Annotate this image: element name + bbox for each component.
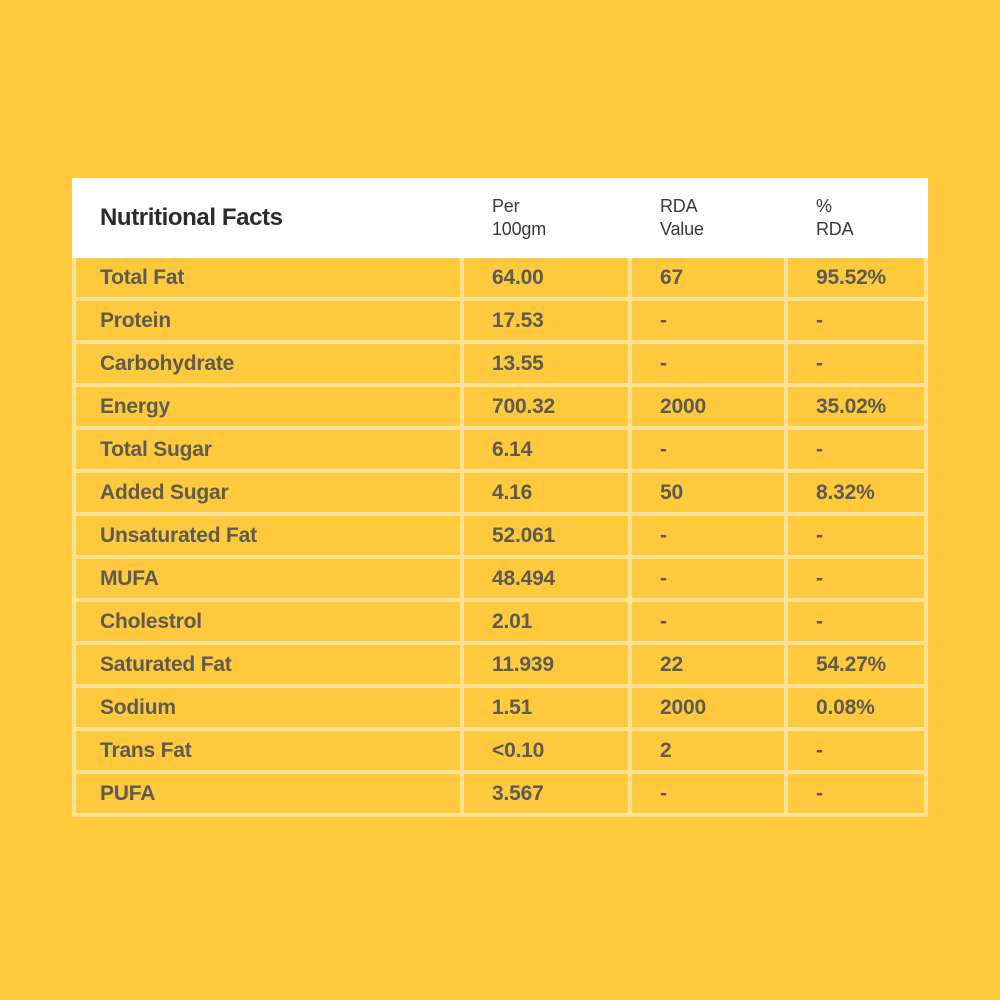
nutrient-label: Total Sugar bbox=[100, 438, 212, 461]
pct-rda-value: - bbox=[784, 344, 924, 383]
pct-rda-value: 0.08% bbox=[784, 688, 924, 727]
column-header-per-100gm: Per 100gm bbox=[464, 178, 632, 258]
rda-value: - bbox=[628, 430, 784, 469]
table-row: Unsaturated Fat 52.061 - - bbox=[76, 516, 924, 559]
per-100gm-value: 17.53 bbox=[460, 301, 628, 340]
rda-value: - bbox=[628, 516, 784, 555]
rda-value: 22 bbox=[628, 645, 784, 684]
nutrient-label: Trans Fat bbox=[100, 739, 192, 762]
per-100gm-value: 48.494 bbox=[460, 559, 628, 598]
table-row: Total Sugar 6.14 - - bbox=[76, 430, 924, 473]
pct-rda-value: 8.32% bbox=[784, 473, 924, 512]
per-100gm-value: 6.14 bbox=[460, 430, 628, 469]
rda-value: - bbox=[628, 301, 784, 340]
pct-rda-value: - bbox=[784, 516, 924, 555]
per-100gm-value: 4.16 bbox=[460, 473, 628, 512]
nutrient-label: Energy bbox=[100, 395, 170, 418]
table-row: PUFA 3.567 - - bbox=[76, 774, 924, 813]
table-row: Trans Fat <0.10 2 - bbox=[76, 731, 924, 774]
table-row: MUFA 48.494 - - bbox=[76, 559, 924, 602]
nutrient-label: Unsaturated Fat bbox=[100, 524, 257, 547]
per-100gm-value: 1.51 bbox=[460, 688, 628, 727]
per-100gm-value: 13.55 bbox=[460, 344, 628, 383]
per-100gm-value: 3.567 bbox=[460, 774, 628, 813]
column-header-line: % bbox=[816, 196, 832, 216]
per-100gm-value: 11.939 bbox=[460, 645, 628, 684]
rda-value: 2000 bbox=[628, 688, 784, 727]
pct-rda-value: 35.02% bbox=[784, 387, 924, 426]
table-title: Nutritional Facts bbox=[100, 204, 283, 231]
table-row: Total Fat 64.00 67 95.52% bbox=[76, 258, 924, 301]
per-100gm-value: 64.00 bbox=[460, 258, 628, 297]
pct-rda-value: - bbox=[784, 301, 924, 340]
rda-value: 2 bbox=[628, 731, 784, 770]
nutrient-label: Sodium bbox=[100, 696, 176, 719]
rda-value: 67 bbox=[628, 258, 784, 297]
rda-value: - bbox=[628, 344, 784, 383]
pct-rda-value: - bbox=[784, 430, 924, 469]
rda-value: - bbox=[628, 774, 784, 813]
rda-value: - bbox=[628, 602, 784, 641]
column-header-line: RDA bbox=[816, 219, 854, 239]
nutrient-label: Saturated Fat bbox=[100, 653, 232, 676]
nutrient-label: PUFA bbox=[100, 782, 156, 805]
nutrition-facts-table: Nutritional Facts Per 100gm RDA Value % … bbox=[72, 178, 928, 817]
rda-value: - bbox=[628, 559, 784, 598]
per-100gm-value: 700.32 bbox=[460, 387, 628, 426]
table-row: Cholestrol 2.01 - - bbox=[76, 602, 924, 645]
column-header-line: 100gm bbox=[492, 219, 547, 239]
pct-rda-value: - bbox=[784, 774, 924, 813]
column-header-line: Value bbox=[660, 219, 704, 239]
table-row: Energy 700.32 2000 35.02% bbox=[76, 387, 924, 430]
table-row: Sodium 1.51 2000 0.08% bbox=[76, 688, 924, 731]
nutrient-label: MUFA bbox=[100, 567, 159, 590]
nutrient-label: Protein bbox=[100, 309, 171, 332]
pct-rda-value: 95.52% bbox=[784, 258, 924, 297]
pct-rda-value: - bbox=[784, 559, 924, 598]
column-header-pct-rda: % RDA bbox=[788, 178, 928, 258]
rda-value: 50 bbox=[628, 473, 784, 512]
column-header-line: Per bbox=[492, 196, 520, 216]
nutrient-label: Added Sugar bbox=[100, 481, 229, 504]
table-body: Total Fat 64.00 67 95.52% Protein 17.53 … bbox=[72, 258, 928, 817]
nutrient-label: Cholestrol bbox=[100, 610, 202, 633]
pct-rda-value: - bbox=[784, 602, 924, 641]
column-header-rda-value: RDA Value bbox=[632, 178, 788, 258]
table-header-row: Nutritional Facts Per 100gm RDA Value % … bbox=[72, 178, 928, 258]
table-row: Saturated Fat 11.939 22 54.27% bbox=[76, 645, 924, 688]
column-header-line: RDA bbox=[660, 196, 698, 216]
per-100gm-value: <0.10 bbox=[460, 731, 628, 770]
table-row: Added Sugar 4.16 50 8.32% bbox=[76, 473, 924, 516]
nutrient-label: Carbohydrate bbox=[100, 352, 235, 375]
per-100gm-value: 52.061 bbox=[460, 516, 628, 555]
pct-rda-value: 54.27% bbox=[784, 645, 924, 684]
table-row: Protein 17.53 - - bbox=[76, 301, 924, 344]
pct-rda-value: - bbox=[784, 731, 924, 770]
nutrient-label: Total Fat bbox=[100, 266, 185, 289]
table-header-cell: Nutritional Facts bbox=[72, 178, 464, 258]
per-100gm-value: 2.01 bbox=[460, 602, 628, 641]
rda-value: 2000 bbox=[628, 387, 784, 426]
table-row: Carbohydrate 13.55 - - bbox=[76, 344, 924, 387]
